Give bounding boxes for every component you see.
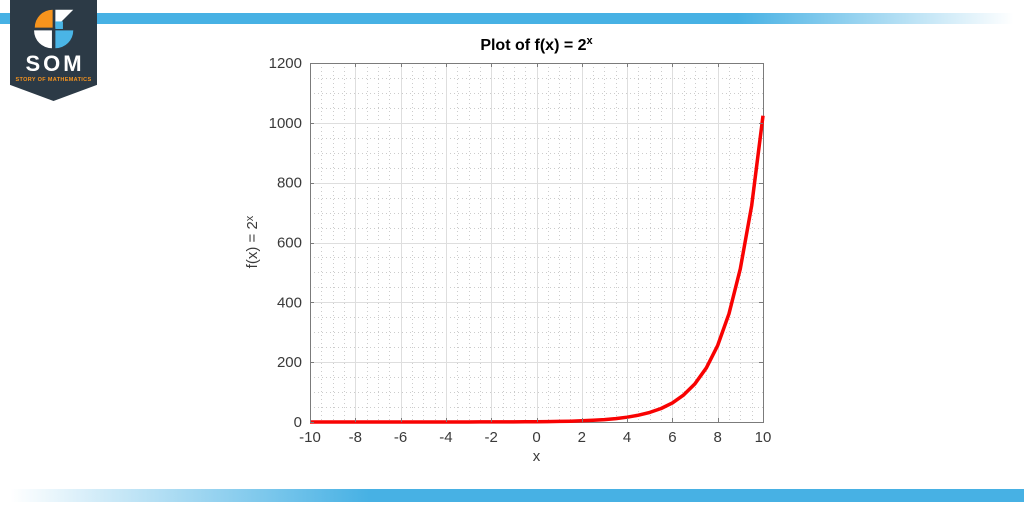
- top-accent-bar: [0, 13, 1024, 24]
- x-tick-label: -2: [485, 429, 498, 446]
- x-tick-label: 2: [578, 429, 586, 446]
- som-logo-text: SOM: [25, 51, 85, 76]
- y-tick-label: 400: [277, 294, 302, 311]
- x-tick-label: 4: [623, 429, 631, 446]
- x-tick-label: -8: [349, 429, 362, 446]
- y-tick-label: 200: [277, 354, 302, 371]
- curve-f(x)=2^x: [310, 115, 765, 424]
- chart-title: Plot of f(x) = 2x: [310, 35, 763, 55]
- x-axis-label: x: [532, 448, 541, 465]
- y-tick-label: 600: [277, 235, 302, 252]
- bottom-accent-bar: [0, 489, 1024, 502]
- y-tick-label: 800: [277, 175, 302, 192]
- chart-title-main: Plot of f(x) = 2: [480, 37, 587, 54]
- y-tick-label: 1000: [269, 115, 302, 132]
- x-tick-label: 0: [532, 429, 540, 446]
- y-tick-label: 1200: [269, 55, 302, 72]
- som-logo-subtitle: STORY OF MATHEMATICS: [15, 77, 92, 83]
- x-tick-label: 8: [714, 429, 722, 446]
- x-tick-label: 6: [668, 429, 676, 446]
- som-pinwheel-icon: [33, 9, 73, 49]
- y-tick-label: 0: [294, 414, 302, 431]
- x-tick-label: -10: [299, 429, 321, 446]
- x-tick-label: 10: [755, 429, 772, 446]
- x-tick-label: -4: [439, 429, 452, 446]
- chart-title-superscript: x: [586, 35, 593, 47]
- som-logo-banner: SOM STORY OF MATHEMATICS: [10, 0, 97, 101]
- x-tick-label: -6: [394, 429, 407, 446]
